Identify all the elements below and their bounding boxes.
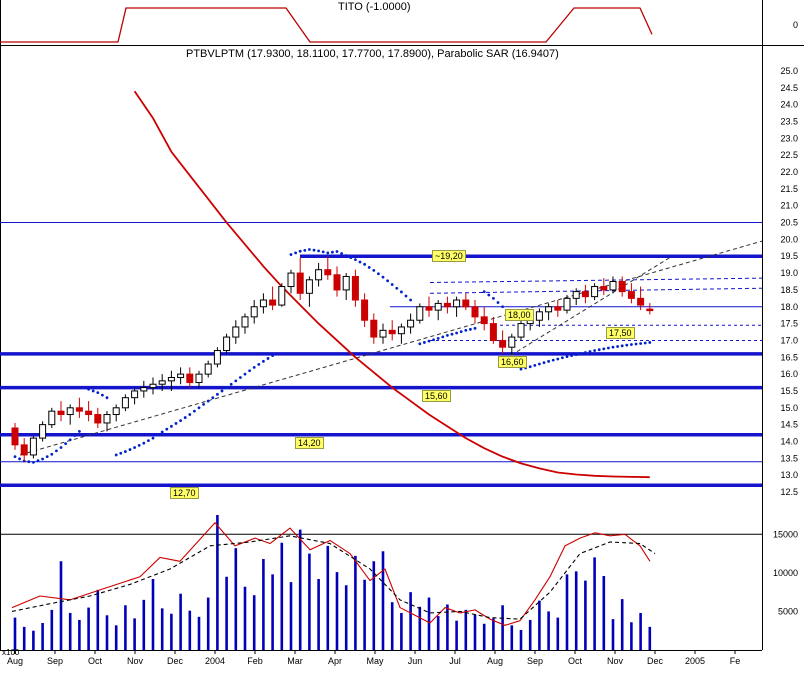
volume-bars (0, 515, 762, 650)
tito-indicator-line (0, 7, 653, 43)
price-level-label[interactable]: 17,50 (606, 327, 635, 340)
price-axis-label: 14.0 (780, 436, 798, 446)
volume-axis-label: 10000 (773, 568, 798, 578)
panel-borders (0, 0, 804, 651)
x-axis-label: Jun (408, 656, 423, 666)
price-level-label[interactable]: 14,20 (295, 436, 324, 449)
price-axis-label: 17.5 (780, 319, 798, 329)
long-ma-line (133, 90, 650, 479)
x-axis-label: May (366, 656, 384, 666)
indicator-axis-label: 0 (793, 20, 798, 30)
price-axis-label: 18.0 (780, 302, 798, 312)
price-axis-label: 13.5 (780, 453, 798, 463)
x-axis-label: Aug (487, 656, 503, 666)
parabolic-sar-dots (13, 248, 652, 464)
price-axis-label: 16.0 (780, 369, 798, 379)
price-axis-label: 23.5 (780, 117, 798, 127)
x-axis-label: Feb (247, 656, 263, 666)
price-axis-label: 24.5 (780, 83, 798, 93)
price-axis-label: 19.0 (780, 268, 798, 278)
price-level-label[interactable]: 18,00 (505, 308, 534, 321)
price-axis-label: 19.5 (780, 251, 798, 261)
x-axis-label: Dec (167, 656, 184, 666)
price-level-label[interactable]: ~19,20 (432, 250, 466, 263)
price-axis-label: 25.0 (780, 66, 798, 76)
x-axis-label: Nov (127, 656, 144, 666)
x-axis-label: Aug (7, 656, 23, 666)
price-axis-label: 12.5 (780, 487, 798, 497)
price-axis-label: 16.5 (780, 352, 798, 362)
support-resistance-lines (0, 222, 762, 488)
x-axis-label: Mar (287, 656, 303, 666)
x-axis-label: Jul (449, 656, 461, 666)
price-axis-label: 23.0 (780, 133, 798, 143)
price-level-label[interactable]: 12,70 (170, 487, 199, 500)
price-axis-label: 14.5 (780, 420, 798, 430)
trendlines (19, 240, 763, 456)
price-axis-label: 20.0 (780, 234, 798, 244)
price-axis-label: 20.5 (780, 218, 798, 228)
price-axis-label: 13.0 (780, 470, 798, 480)
x-axis-label: Oct (88, 656, 103, 666)
price-level-label[interactable]: 15,60 (422, 389, 451, 402)
price-axis-label: 24.0 (780, 100, 798, 110)
price-axis-label: 22.5 (780, 150, 798, 160)
volume-overlay-lines (11, 522, 656, 626)
x-axis: Aug Sep Oct Nov Dec 2004 Feb Mar Apr May Jun Jul Aug… (7, 650, 740, 666)
price-axis-label: 15.0 (780, 403, 798, 413)
x-axis-label: Dec (647, 656, 664, 666)
price-axis-label: 15.5 (780, 386, 798, 396)
volume-scale-note: x100 (2, 648, 20, 657)
x-axis-label: Fe (730, 656, 741, 666)
x-axis-label: 2004 (205, 656, 225, 666)
x-axis-label: Apr (328, 656, 342, 666)
candlesticks (11, 256, 654, 462)
price-axis-label: 18.5 (780, 285, 798, 295)
indicator-panel-title: TITO (-1.0000) (338, 1, 411, 13)
price-level-label[interactable]: 16,60 (498, 355, 527, 368)
x-axis-label: Sep (527, 656, 543, 666)
x-axis-label: 2005 (685, 656, 705, 666)
price-panel-title: PTBVLPTM (17.9300, 18.1100, 17.7700, 17.… (186, 48, 559, 60)
x-axis-label: Nov (607, 656, 624, 666)
right-axis: 25.0 24.5 24.0 23.5 23.0 22.5 22.0 21.5 21.0 20.5… (773, 20, 798, 616)
volume-axis-label: 5000 (778, 606, 798, 616)
price-axis-label: 17.0 (780, 335, 798, 345)
volume-axis-label: 15000 (773, 529, 798, 539)
price-axis-label: 21.0 (780, 201, 798, 211)
price-axis-label: 22.0 (780, 167, 798, 177)
x-axis-label: Sep (47, 656, 63, 666)
x-axis-label: Oct (568, 656, 583, 666)
price-axis-label: 21.5 (780, 184, 798, 194)
